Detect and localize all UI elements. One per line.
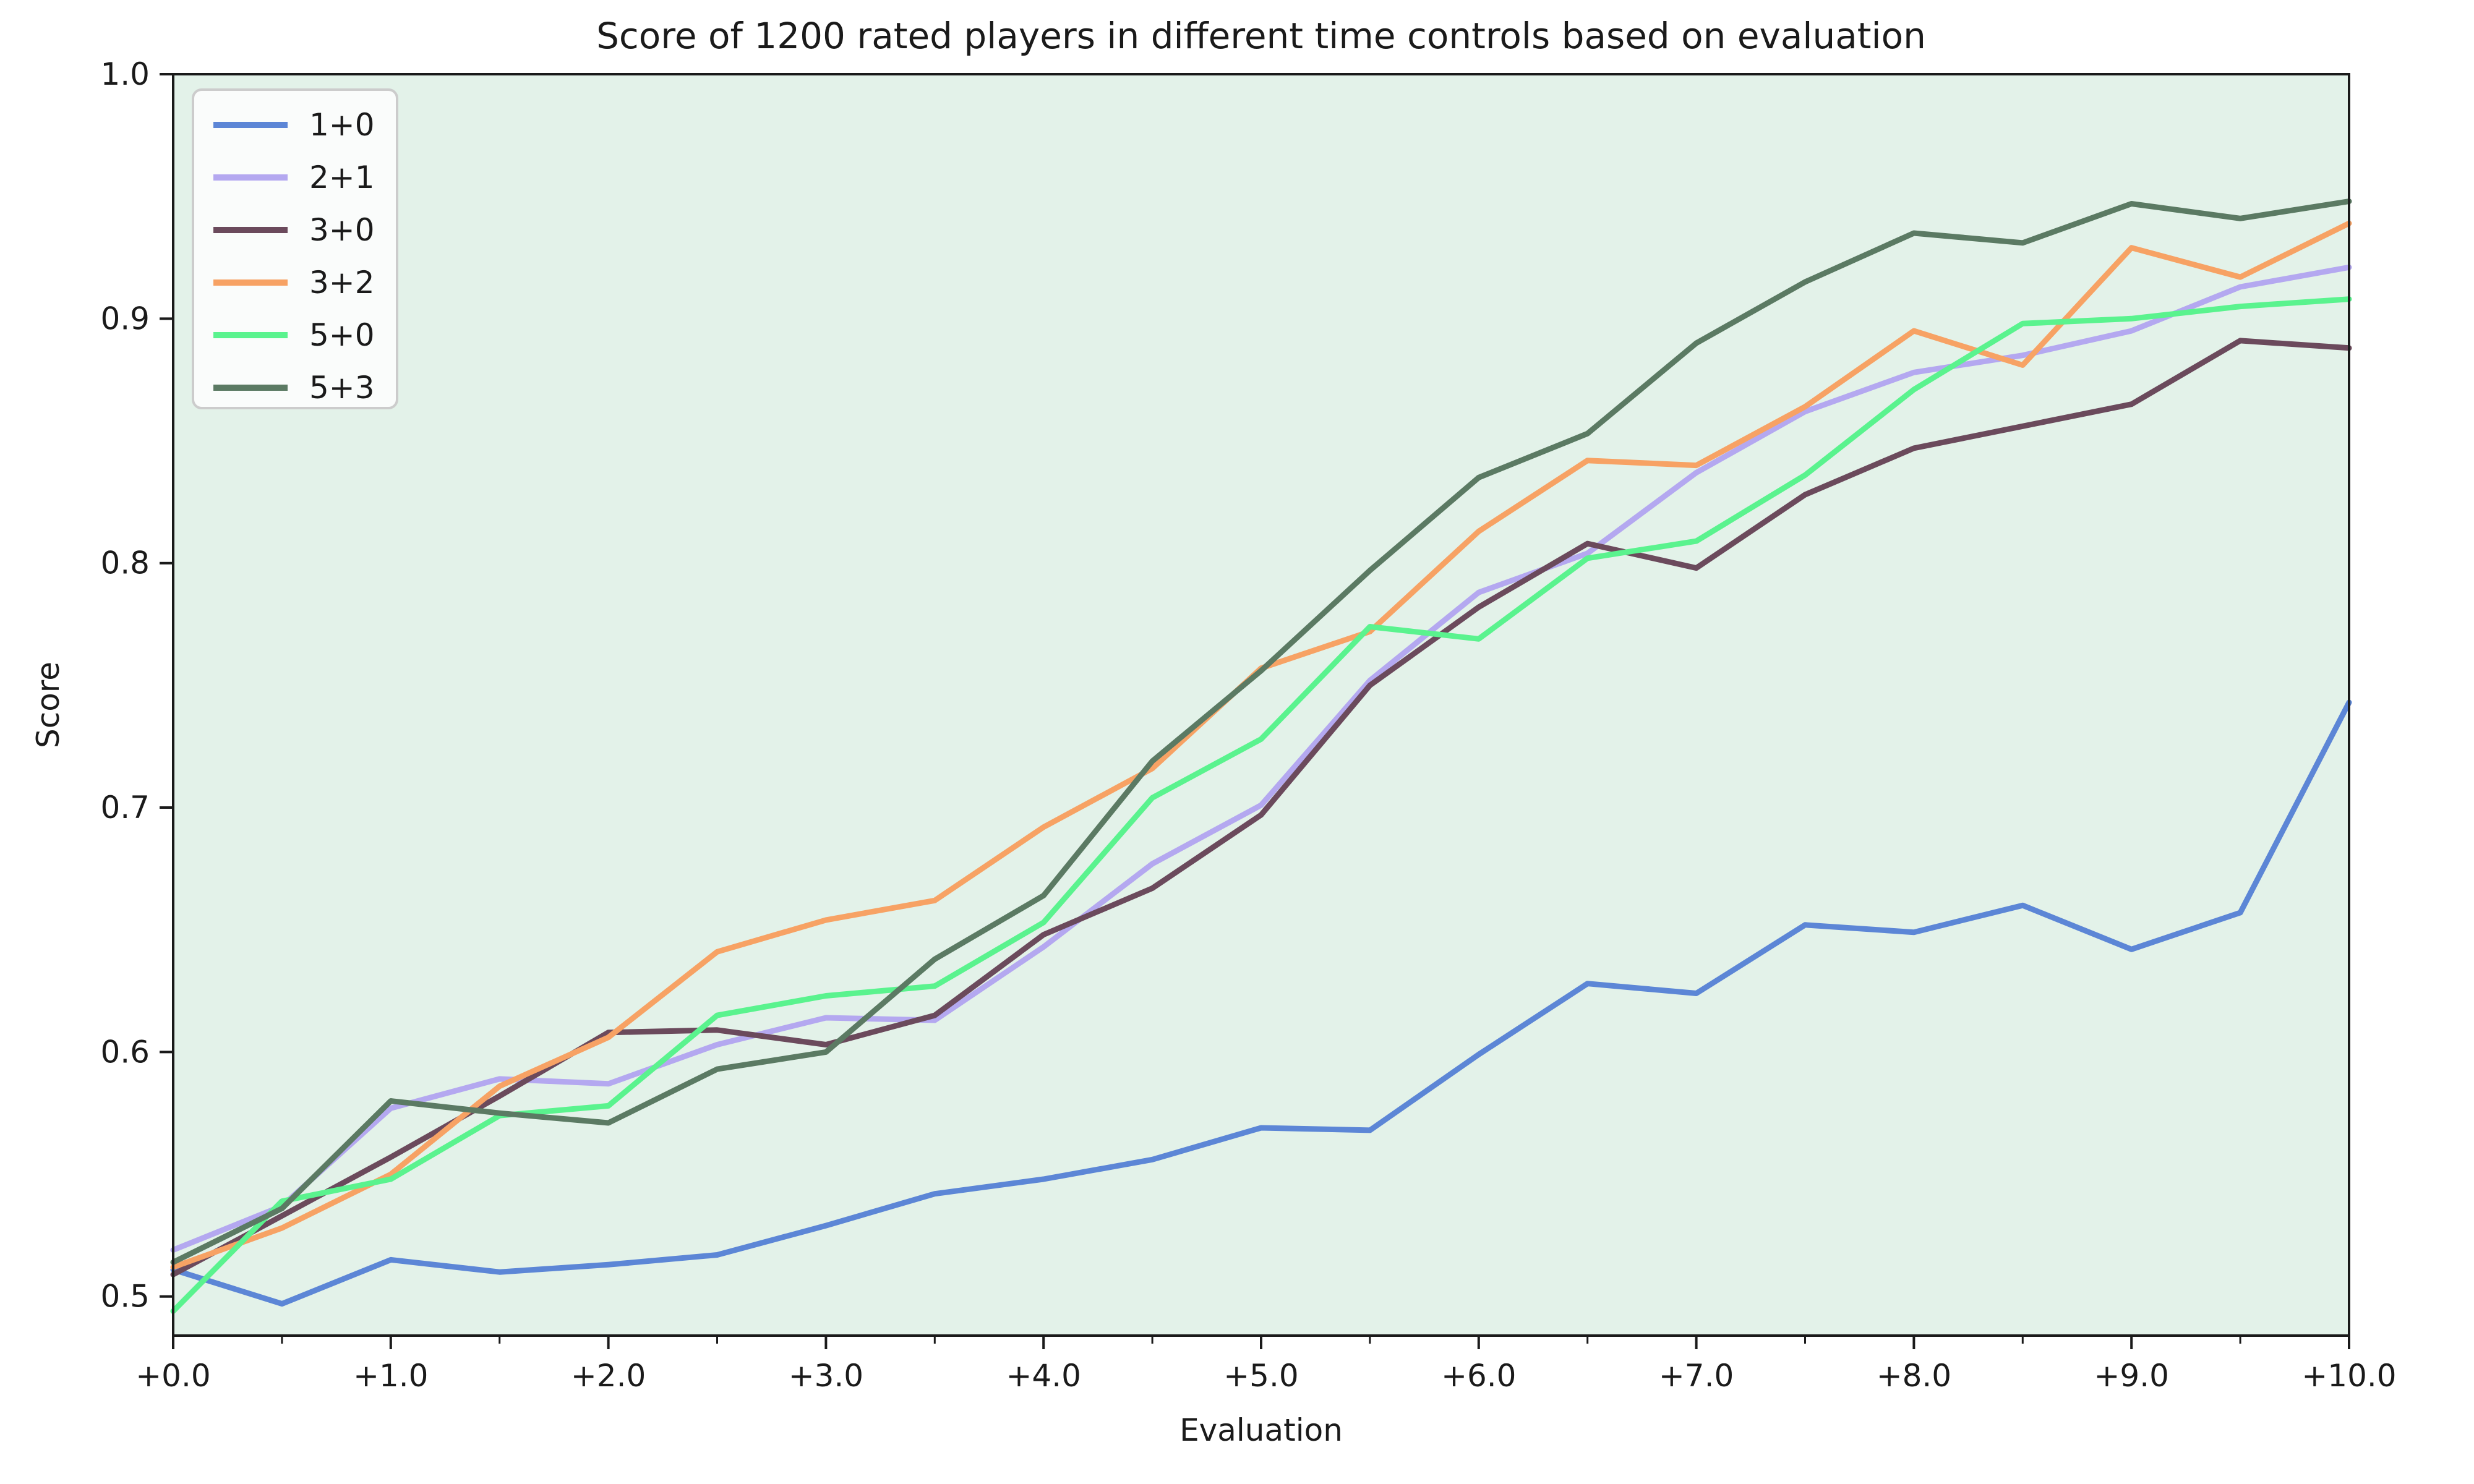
x-axis-label: Evaluation	[1179, 1412, 1343, 1448]
x-tick-label: +4.0	[1006, 1358, 1081, 1394]
y-axis-label: Score	[30, 662, 66, 748]
legend: 1+0 2+1 3+0 3+2 5+0 5+3	[192, 88, 398, 409]
y-tick-label: 0.9	[100, 301, 150, 336]
y-tick-label: 0.7	[100, 790, 150, 825]
chart-title: Score of 1200 rated players in different…	[596, 15, 1926, 57]
plot-spines	[172, 73, 2350, 1337]
y-tick-label: 0.8	[100, 545, 150, 581]
series-line-3+0	[170, 338, 2352, 1277]
legend-label-5+3: 5+3	[309, 370, 375, 406]
x-tick-label: +7.0	[1659, 1358, 1734, 1394]
y-tick-label: 1.0	[100, 56, 150, 92]
y-axis-ticks: 0.5 0.6 0.7 0.8 0.9 1.0	[100, 56, 173, 1315]
legend-entries: 1+0 2+1 3+0 3+2 5+0 5+3	[213, 107, 375, 406]
series-line-1+0	[170, 699, 2352, 1307]
legend-label-2+1: 2+1	[309, 160, 375, 195]
plot-area-background	[173, 74, 2349, 1336]
y-tick-label: 0.6	[100, 1034, 150, 1070]
x-tick-label: +3.0	[789, 1358, 863, 1394]
x-tick-label: +2.0	[571, 1358, 646, 1394]
legend-label-3+0: 3+0	[309, 212, 375, 248]
legend-label-3+2: 3+2	[309, 265, 375, 301]
x-axis-ticks: +0.0 +1.0 +2.0 +3.0 +4.0 +5.0 +6.0 +7.0 +8.0 +9.0…	[135, 1336, 2397, 1394]
series-line-5+3	[170, 198, 2352, 1265]
x-tick-label: +8.0	[1877, 1358, 1951, 1394]
data-series-group	[170, 198, 2352, 1314]
x-tick-label: +1.0	[353, 1358, 428, 1394]
legend-label-5+0: 5+0	[309, 317, 375, 353]
legend-label-1+0: 1+0	[309, 107, 375, 143]
x-tick-label: +0.0	[135, 1358, 210, 1394]
x-tick-label: +6.0	[1441, 1358, 1516, 1394]
series-line-5+0	[170, 296, 2352, 1314]
y-tick-label: 0.5	[100, 1279, 150, 1315]
x-tick-label: +9.0	[2094, 1358, 2168, 1394]
legend-box	[192, 88, 398, 409]
series-line-2+1	[170, 264, 2352, 1253]
x-tick-label: +10.0	[2301, 1358, 2396, 1394]
x-tick-label: +5.0	[1223, 1358, 1298, 1394]
